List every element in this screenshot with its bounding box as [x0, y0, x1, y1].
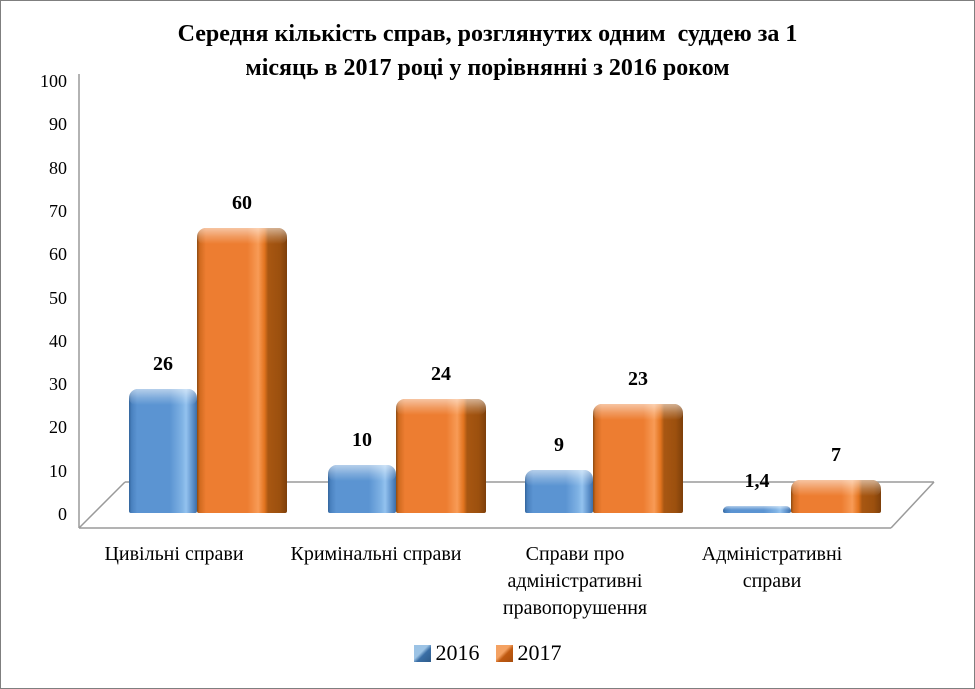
y-tick-label-40: 40 [49, 330, 67, 351]
floor-left-edge [78, 481, 126, 529]
chart-title-line-2: місяць в 2017 році у порівнянні з 2016 р… [245, 55, 730, 81]
value-label-2017-0: 60 [232, 192, 252, 214]
category-label-3: Адміністративні справи [701, 543, 848, 592]
legend: 2016 2017 [1, 641, 974, 665]
value-label-2017-3: 7 [831, 444, 841, 466]
y-tick-label-50: 50 [49, 287, 67, 308]
y-tick-label-100: 100 [40, 71, 67, 91]
bar-2016-0 [129, 389, 197, 513]
y-tick-label-20: 20 [49, 417, 67, 438]
value-label-2017-1: 24 [431, 363, 451, 385]
y-tick-label-60: 60 [49, 244, 67, 265]
value-label-2016-0: 26 [153, 353, 173, 375]
bar-2017-3 [791, 480, 881, 513]
y-tick-label-80: 80 [49, 157, 67, 178]
legend-item-2016: 2016 [413, 640, 480, 665]
y-tick-label-10: 10 [49, 460, 67, 481]
y-tick-label-90: 90 [49, 114, 67, 135]
bar-2016-2 [525, 470, 593, 513]
legend-marker-icon-2016 [413, 644, 431, 662]
legend-item-2017: 2017 [495, 640, 562, 665]
bar-2016-3 [723, 506, 791, 513]
category-label-2: Справи про адміністративні правопорушенн… [502, 543, 648, 619]
floor-right-edge [890, 481, 935, 529]
bar-2017-0 [197, 228, 287, 513]
value-label-2016-2: 9 [554, 434, 564, 456]
category-label-1: Кримінальні справи [290, 543, 462, 565]
legend-marker-icon-2017 [495, 644, 513, 662]
chart-title-line-1: Середня кількість справ, розглянутих одн… [177, 21, 798, 47]
y-tick-label-30: 30 [49, 374, 67, 395]
legend-label-2016: 2016 [435, 640, 480, 665]
bar-2016-1 [328, 465, 396, 513]
y-tick-label-70: 70 [49, 200, 67, 221]
bar-2017-2 [593, 404, 683, 513]
value-label-2016-3: 1,4 [744, 470, 770, 492]
bar-2017-1 [396, 399, 486, 513]
chart-title: Середня кількість справ, розглянутих одн… [1, 17, 974, 85]
value-label-2017-2: 23 [628, 368, 648, 390]
legend-label-2017: 2017 [517, 640, 562, 665]
value-label-2016-1: 10 [352, 429, 372, 451]
category-label-0: Цивільні справи [104, 543, 244, 565]
y-tick-label-0: 0 [58, 504, 67, 524]
